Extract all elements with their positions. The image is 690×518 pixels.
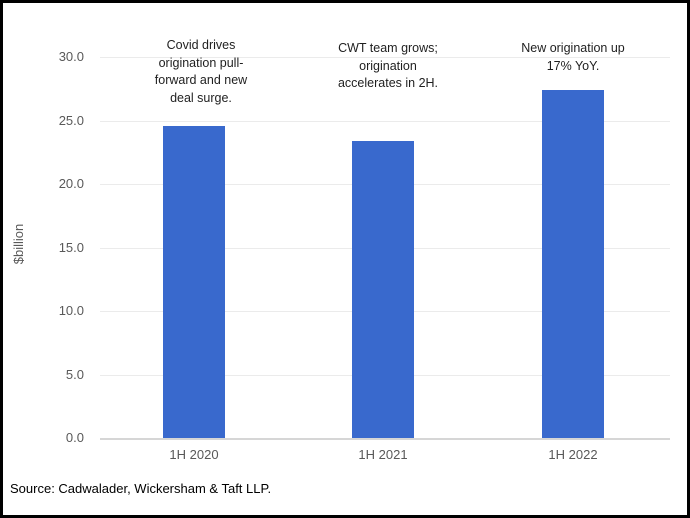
x-axis-line: [100, 438, 670, 440]
y-tick-label: 10.0: [58, 303, 84, 318]
gridline-25: [100, 121, 670, 122]
y-axis-title: $billion: [11, 223, 26, 265]
y-tick-label: 5.0: [65, 367, 84, 382]
source-note: Source: Cadwalader, Wickersham & Taft LL…: [10, 481, 272, 496]
bar-1h-2020: [163, 125, 225, 438]
annotation-new-origination: New origination up 17% YoY.: [521, 41, 625, 73]
gridline-30: [100, 57, 670, 58]
annotation-covid: Covid drives origination pull- forward a…: [154, 38, 248, 105]
annotation-cwt-team: CWT team grows; origination accelerates …: [337, 41, 439, 90]
y-tick-label: 15.0: [58, 240, 84, 255]
x-category-label: 1H 2021: [358, 447, 408, 462]
bar-1h-2021: [352, 140, 414, 438]
x-category-label: 1H 2020: [169, 447, 219, 462]
x-category-label: 1H 2022: [548, 447, 598, 462]
y-tick-label: 20.0: [58, 176, 84, 191]
y-tick-label: 25.0: [58, 113, 84, 128]
y-tick-label: 0.0: [65, 430, 84, 445]
bar-1h-2022: [542, 90, 604, 438]
y-tick-label: 30.0: [58, 49, 84, 64]
